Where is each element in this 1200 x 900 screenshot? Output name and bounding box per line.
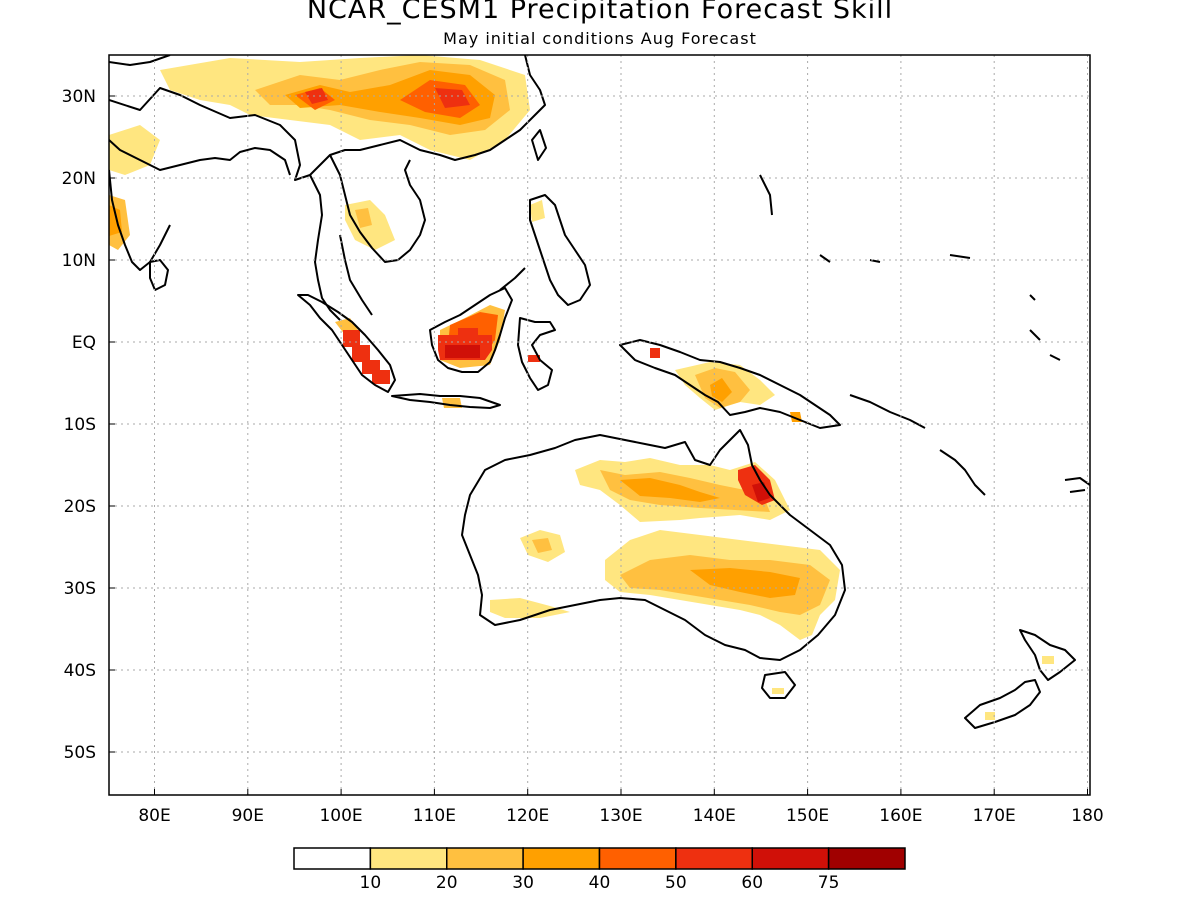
coastlines — [109, 55, 1090, 729]
shade-china-red — [305, 88, 470, 108]
shade-sumatra-red — [343, 330, 390, 384]
coast-sulawesi — [517, 317, 556, 391]
colorbar-swatch — [369, 847, 448, 870]
colorbar-swatch — [751, 847, 830, 870]
y-tick-label: 20N — [62, 169, 96, 189]
colorbar-label: 20 — [436, 873, 458, 893]
shade-aus-north-orange — [620, 478, 720, 502]
y-tick-label: 40S — [64, 661, 96, 681]
shade-tas — [772, 688, 784, 694]
coast-taiwan — [531, 129, 547, 161]
colorbar-swatch — [446, 847, 524, 870]
shade-indochina-2 — [355, 208, 372, 228]
colorbar-label: 50 — [665, 873, 687, 893]
x-tick-label: 160E — [879, 806, 922, 826]
gridlines — [109, 55, 1090, 795]
x-tick-label: 80E — [138, 806, 170, 826]
coast-solomons — [849, 394, 986, 496]
y-axis-labels: 30N 20N 10N EQ 10S 20S 30S 40S 50S — [62, 87, 96, 763]
y-tick-label: 30S — [64, 579, 96, 599]
colorbar-label: 40 — [589, 873, 611, 893]
coast-sumatra — [297, 294, 396, 393]
x-tick-label: 150E — [786, 806, 829, 826]
shade-china-deep — [295, 80, 480, 118]
shade-aus-west-2 — [532, 538, 552, 553]
colorbar-label: 30 — [512, 873, 534, 893]
y-tick-label: 30N — [62, 87, 96, 107]
x-tick-label: 180 — [1071, 806, 1103, 826]
x-tick-label: 110E — [413, 806, 456, 826]
colorbar-label: 10 — [360, 873, 382, 893]
x-tick-label: 140E — [693, 806, 736, 826]
shade-philippines — [530, 200, 545, 222]
colorbar: 10 20 30 40 50 60 75 — [293, 847, 906, 893]
shade-india-1 — [109, 125, 160, 175]
colorbar-swatch — [675, 847, 753, 870]
y-tick-label: EQ — [72, 333, 96, 353]
coast-malay — [339, 234, 373, 316]
coast-india — [109, 139, 291, 271]
colorbar-swatch — [827, 847, 906, 870]
x-axis-labels: 80E 90E 100E 110E 120E 130E 140E 150E 160E 170E 18… — [138, 806, 1103, 826]
colorbar-swatch — [598, 847, 677, 870]
shade-ng-red — [650, 348, 660, 358]
shade-ng-orange — [710, 378, 732, 402]
coast-newguinea — [619, 339, 841, 429]
shade-borneo-deep — [445, 345, 480, 358]
y-tick-label: 10S — [64, 415, 96, 435]
x-tick-label: 130E — [599, 806, 642, 826]
skill-shading — [109, 55, 1054, 720]
x-tick-label: 120E — [506, 806, 549, 826]
colorbar-label: 75 — [818, 873, 840, 893]
shade-sulawesi — [528, 355, 540, 362]
coast-tasmania — [761, 671, 796, 699]
shade-aus-central-orange — [690, 568, 800, 598]
colorbar-swatch — [522, 847, 601, 870]
chart-subtitle: May initial conditions Aug Forecast — [443, 29, 757, 48]
colorbar-swatch — [293, 847, 372, 870]
chart-title: NCAR_CESM1 Precipitation Forecast Skill — [306, 0, 894, 25]
shade-nz — [985, 656, 1054, 720]
coast-pacific-islands — [759, 174, 1061, 361]
coast-philippines — [499, 194, 591, 306]
coast-australia — [461, 429, 846, 661]
coast-java — [391, 393, 501, 409]
x-tick-label: 170E — [973, 806, 1016, 826]
colorbar-label: 60 — [741, 873, 763, 893]
y-tick-label: 20S — [64, 497, 96, 517]
coast-nz-south — [964, 679, 1041, 729]
coast-fiji — [1064, 477, 1090, 493]
axis-ticks — [109, 95, 1088, 795]
x-tick-label: 100E — [319, 806, 362, 826]
y-tick-label: 10N — [62, 251, 96, 271]
coast-nz-north — [1019, 629, 1076, 681]
shade-aus-sw — [490, 598, 570, 618]
coast-srilanka — [149, 259, 169, 291]
coast-borneo — [429, 287, 513, 373]
x-tick-label: 90E — [232, 806, 264, 826]
coast-mainland-asia — [109, 55, 546, 181]
plot-frame — [108, 54, 1091, 796]
y-tick-label: 50S — [64, 743, 96, 763]
